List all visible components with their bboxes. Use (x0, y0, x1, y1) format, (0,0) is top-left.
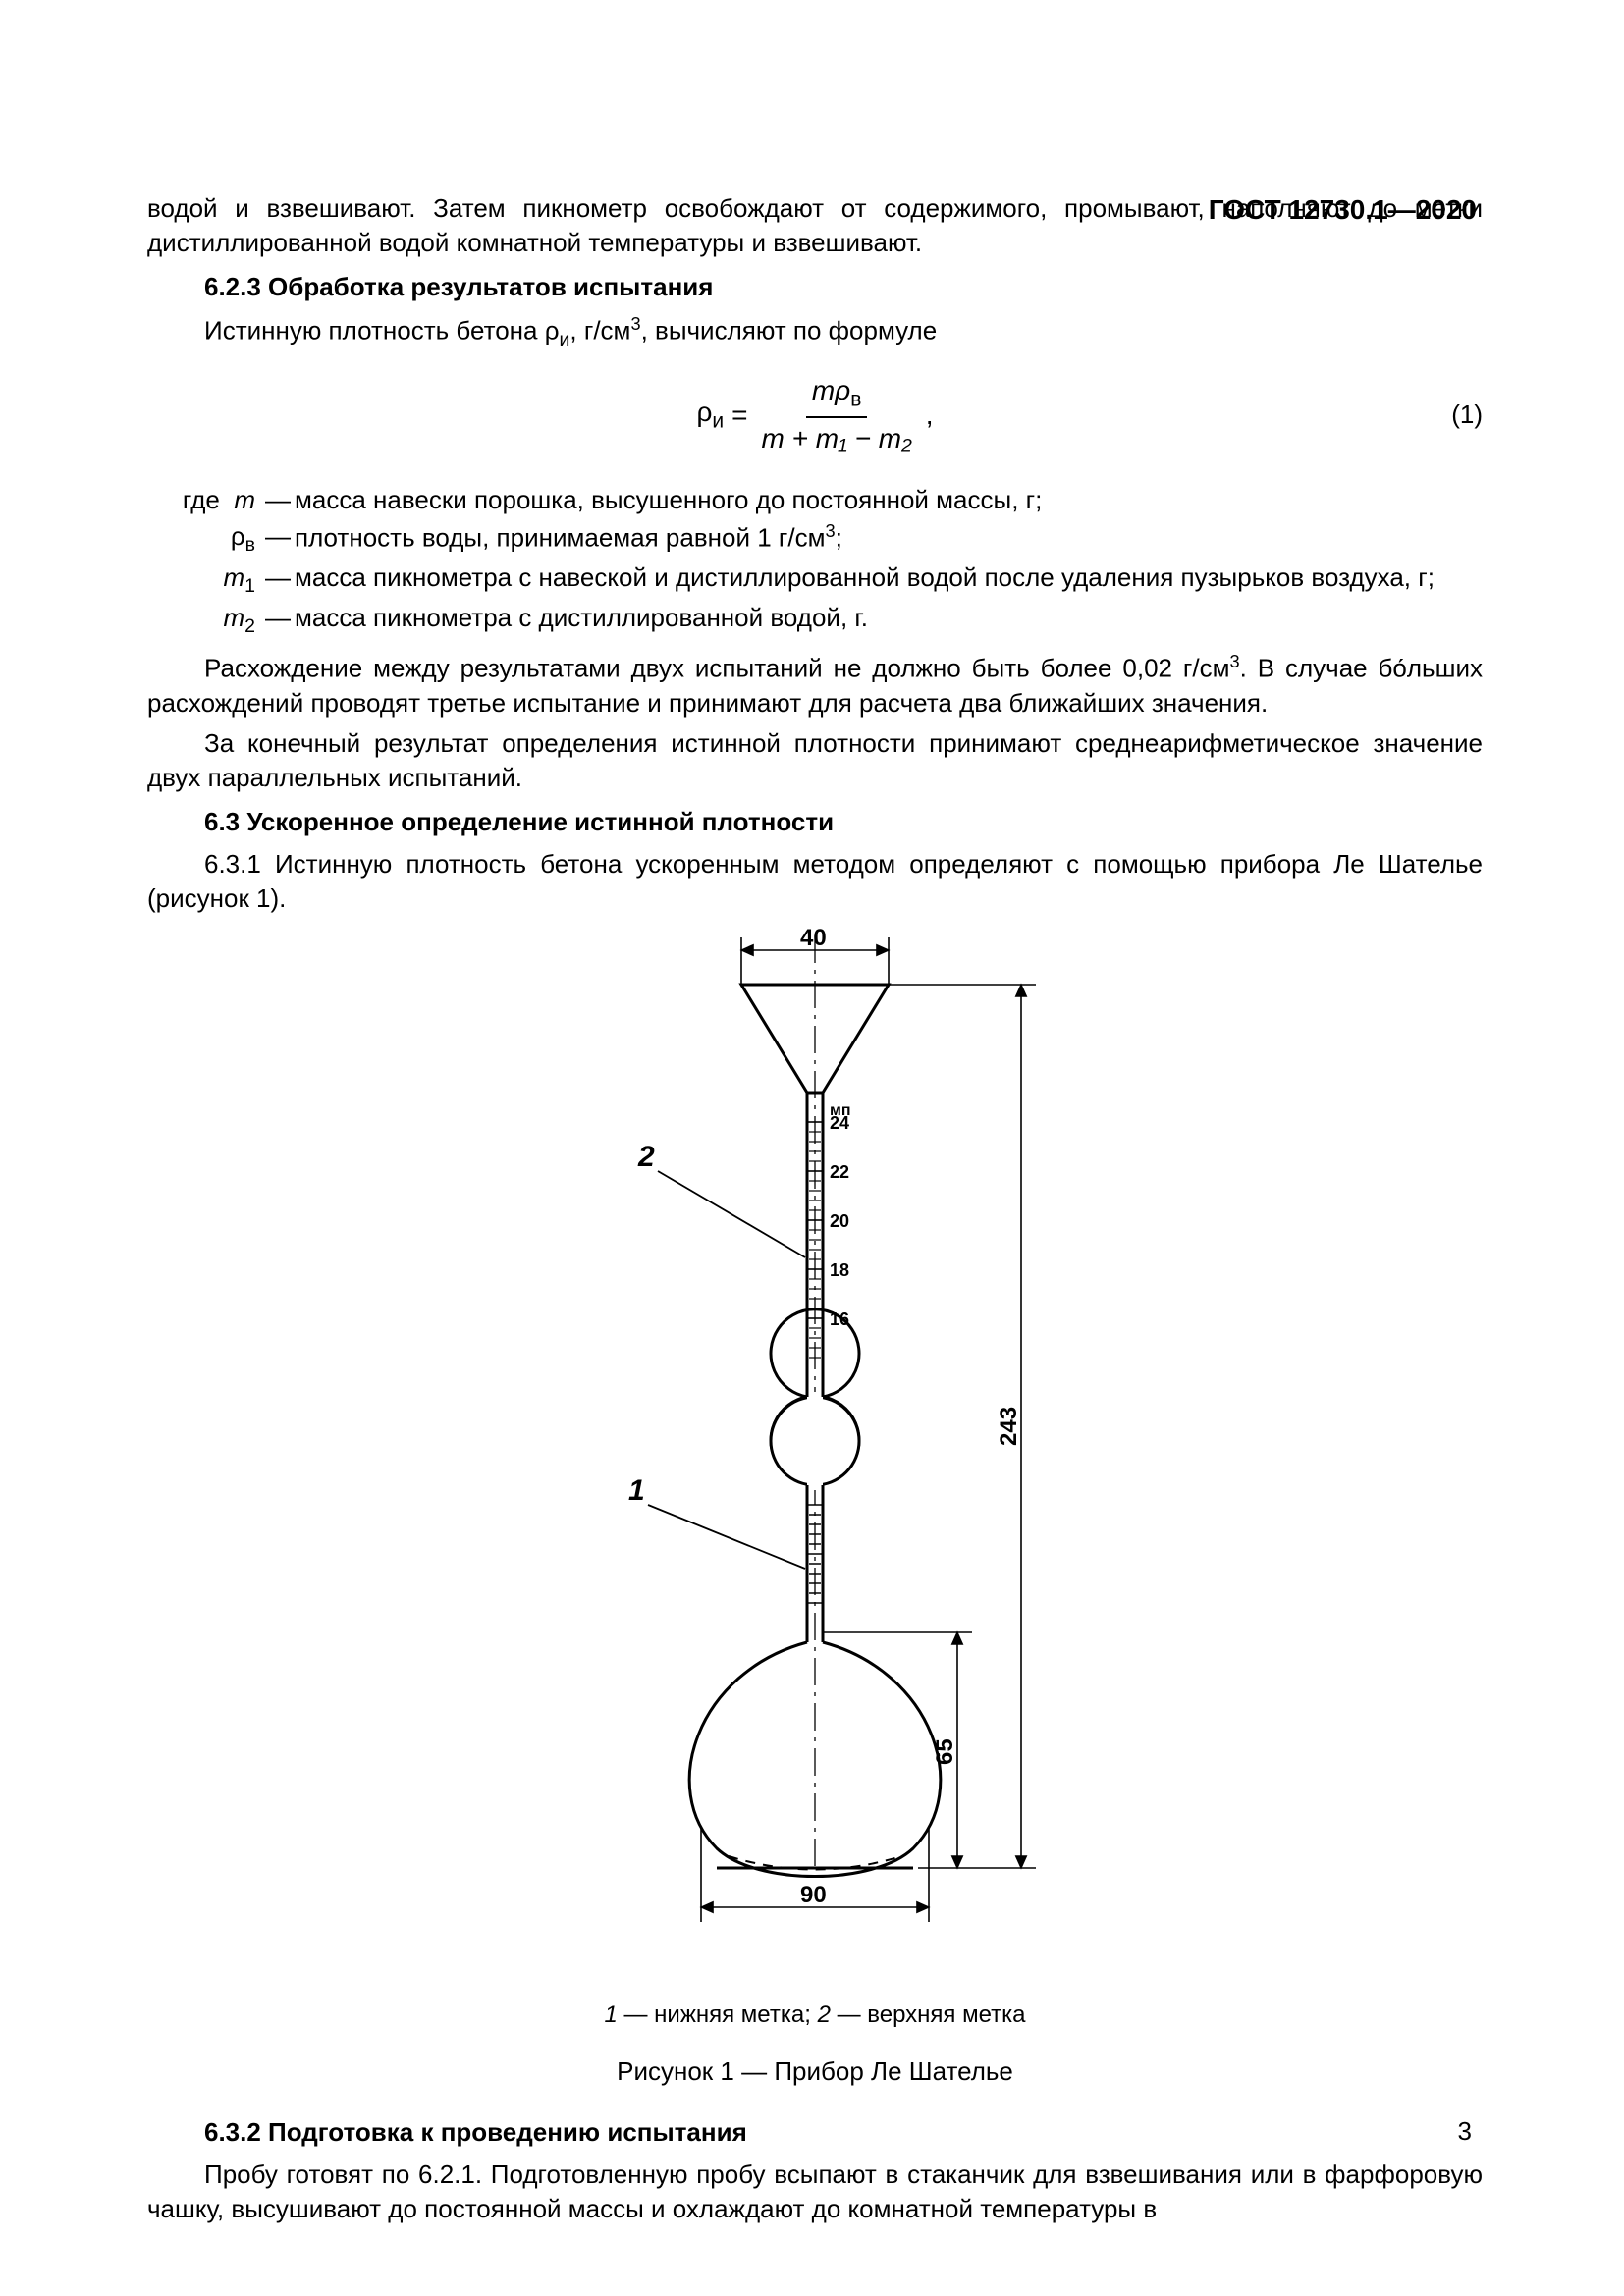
def-text: плотность воды, принимаемая равной 1 г/с… (295, 519, 1483, 559)
denominator: m + m₁ − m₂ (755, 418, 917, 457)
svg-text:18: 18 (830, 1260, 849, 1280)
text: , вычисляют по формуле (641, 316, 938, 346)
heading-623: 6.2.3 Обработка результатов испытания (147, 270, 1483, 304)
svg-text:24: 24 (830, 1113, 849, 1133)
def-symbol: m2 (147, 601, 261, 640)
diagram-svg: мп 24 22 20 18 16 2 (471, 926, 1159, 1956)
superscript: 3 (630, 314, 640, 334)
svg-text:243: 243 (996, 1407, 1022, 1446)
subscript: 1 (244, 575, 255, 597)
lhs: ρи (696, 394, 724, 436)
legend-num: 2 (818, 2002, 831, 2028)
figure-legend: 1 — нижняя метка; 2 — верхняя метка (147, 2000, 1483, 2031)
equation-number: (1) (1451, 398, 1483, 432)
svg-text:40: 40 (800, 926, 827, 951)
numerator: mρв (806, 372, 868, 418)
paragraph: Пробу готовят по 6.2.1. Подготовленную п… (147, 2158, 1483, 2226)
symbol: mρ (812, 375, 850, 405)
equals: = (731, 397, 747, 434)
svg-text:65: 65 (932, 1738, 958, 1765)
def-text: масса пикнометра с навеской и дистиллиро… (295, 561, 1483, 600)
symbol: m (234, 485, 255, 514)
svg-text:2: 2 (637, 1141, 655, 1173)
page-number: 3 (1458, 2114, 1472, 2149)
comma: , (926, 397, 934, 434)
heading-63: 6.3 Ускоренное определение истинной плот… (147, 805, 1483, 839)
subscript: и (560, 329, 570, 350)
def-row: где m — масса навески порошка, высушенно… (147, 483, 1483, 517)
superscript: 3 (826, 521, 836, 541)
def-row: m2 — масса пикнометра с дистиллированной… (147, 601, 1483, 640)
paragraph: Истинную плотность бетона ρи, г/см3, выч… (147, 312, 1483, 352)
subscript: в (245, 534, 255, 556)
page-body: водой и взвешивают. Затем пикнометр осво… (147, 191, 1483, 2232)
definition-list: где m — масса навески порошка, высушенно… (147, 483, 1483, 640)
dash: — (261, 601, 295, 640)
svg-text:22: 22 (830, 1162, 849, 1182)
symbol: m (223, 603, 244, 632)
figure-le-chatelier: мп 24 22 20 18 16 2 (471, 926, 1159, 1956)
text: , г/см (569, 316, 630, 346)
text: где (183, 485, 220, 514)
text: Расхождение между результатами двух испы… (204, 653, 1229, 682)
dash: — (261, 561, 295, 600)
heading-632: 6.3.2 Подготовка к проведению испытания (147, 2115, 1483, 2150)
svg-text:90: 90 (800, 1882, 827, 1908)
subscript: в (850, 389, 861, 411)
svg-text:20: 20 (830, 1211, 849, 1231)
symbol: ρ (231, 521, 245, 551)
formula-block: ρи = mρв m + m₁ − m₂ , (1) (147, 372, 1483, 457)
equation: ρи = mρв m + m₁ − m₂ , (696, 372, 933, 457)
subscript: и (712, 410, 724, 433)
figure-caption: Рисунок 1 — Прибор Ле Шателье (147, 2055, 1483, 2089)
paragraph: За конечный результат определения истинн… (147, 726, 1483, 795)
fraction: mρв m + m₁ − m₂ (755, 372, 917, 457)
dash: — (261, 519, 295, 559)
paragraph: водой и взвешивают. Затем пикнометр осво… (147, 191, 1483, 260)
def-text: масса навески порошка, высушенного до по… (295, 483, 1483, 517)
def-symbol: m1 (147, 561, 261, 600)
legend-num: 1 (604, 2002, 617, 2028)
def-row: ρв — плотность воды, принимаемая равной … (147, 519, 1483, 559)
text: плотность воды, принимаемая равной 1 г/с… (295, 523, 826, 553)
superscript: 3 (1229, 652, 1239, 671)
paragraph: 6.3.1 Истинную плотность бетона ускоренн… (147, 847, 1483, 916)
def-row: m1 — масса пикнометра с навеской и дисти… (147, 561, 1483, 600)
def-symbol: ρв (147, 519, 261, 559)
symbol: m (223, 562, 244, 592)
dash: — (261, 483, 295, 517)
svg-text:1: 1 (628, 1474, 645, 1507)
symbol: ρ (696, 397, 712, 427)
svg-text:16: 16 (830, 1309, 849, 1329)
def-where: где m (147, 483, 261, 517)
def-text: масса пикнометра с дистиллированной водо… (295, 601, 1483, 640)
paragraph: Расхождение между результатами двух испы… (147, 650, 1483, 721)
text: Истинную плотность бетона ρ (204, 316, 560, 346)
text: ; (836, 523, 842, 553)
subscript: 2 (244, 615, 255, 637)
